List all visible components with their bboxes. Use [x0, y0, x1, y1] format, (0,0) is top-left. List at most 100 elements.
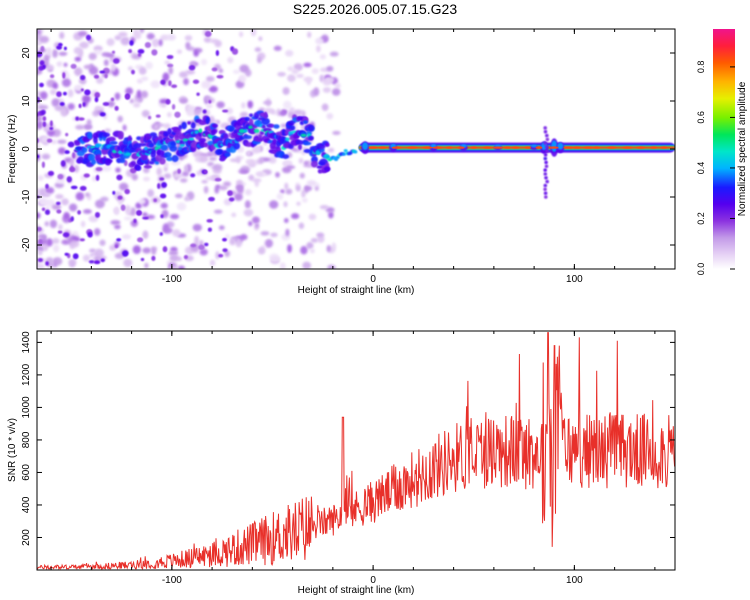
spectrogram-cell — [68, 166, 76, 173]
spectrogram-cell — [115, 167, 121, 173]
spectrogram-cell — [551, 140, 558, 152]
spectrogram-cell — [284, 182, 289, 190]
spectrogram-cell — [543, 126, 547, 130]
spectrogram-cell — [117, 195, 123, 200]
spectrogram-cell — [75, 191, 85, 201]
spectrogram-cell — [283, 201, 288, 208]
spectrogram-cell — [545, 133, 549, 138]
spectrogram-cell — [279, 262, 286, 269]
spectrogram-cell — [316, 232, 325, 238]
spectrogram-cell — [224, 152, 231, 157]
spectrogram-cell — [56, 61, 63, 67]
spectrogram-cell — [203, 185, 209, 194]
spectrogram-cell — [140, 154, 148, 161]
spectrogram-cell — [73, 46, 83, 55]
spectrogram-cell — [77, 210, 82, 215]
spectrogram-cell — [62, 91, 67, 96]
spectrogram-cell — [205, 176, 216, 181]
spectrogram-cell — [94, 96, 99, 103]
spectrogram-cell — [291, 68, 299, 75]
spectrogram-cell — [45, 261, 49, 266]
spectrogram-cell — [194, 235, 200, 245]
spectrogram-cell — [329, 51, 339, 57]
spectrogram-cell — [42, 121, 47, 128]
colorbar: 0.0 0.2 0.4 0.6 0.8 Normalized spectral ampl… — [696, 29, 748, 275]
spectrogram-cell — [68, 203, 78, 212]
spectrogram-cell — [268, 156, 277, 164]
spectrogram-cell — [93, 45, 103, 52]
spectrogram-cell — [184, 35, 193, 41]
spectrogram-cell — [41, 161, 45, 168]
spectrogram-cell — [273, 45, 282, 51]
spectrogram-cell — [229, 238, 236, 246]
spectrogram-cell — [326, 112, 334, 120]
spectrogram-cell — [257, 247, 265, 255]
snr-y-tick-label: 1200 — [21, 363, 32, 386]
spectrogram-cell — [135, 202, 142, 209]
spectrogram-cell — [37, 144, 41, 153]
spectrogram-cell — [56, 91, 62, 98]
spectrogram-cell — [87, 231, 93, 238]
spectrogram-cell — [260, 231, 270, 236]
spectrogram-cell — [342, 152, 347, 156]
spectrogram-cell — [62, 232, 70, 238]
spectrogram-cell — [83, 64, 92, 70]
spectrogram-cell — [42, 154, 50, 159]
spectrogram-cell — [482, 146, 492, 149]
spectrogram-cell — [46, 138, 53, 143]
spectrogram-cell — [51, 204, 62, 210]
spectrogram-cell — [120, 204, 126, 211]
spectrogram-cell — [545, 145, 549, 149]
spectrogram-x-tick-label: 0 — [370, 274, 376, 285]
spectrogram-cell — [173, 173, 184, 179]
spectrogram-cell — [198, 244, 205, 251]
spectrogram-cell — [262, 100, 272, 105]
spectrogram-cell — [123, 216, 133, 221]
spectrogram-cell — [37, 51, 43, 58]
spectrogram-cell — [80, 220, 86, 228]
spectrogram-cell — [40, 109, 46, 115]
spectrogram-cell — [142, 212, 148, 217]
spectrogram-cell — [39, 197, 48, 206]
spectrogram-cell — [95, 149, 103, 156]
spectrogram-cell — [248, 113, 254, 118]
spectrogram-cell — [111, 50, 116, 54]
spectrogram-cell — [157, 183, 161, 189]
spectrogram-cell — [183, 78, 189, 86]
spectrogram-cell — [343, 149, 348, 153]
spectrogram-cell — [301, 197, 308, 203]
spectrogram-cell — [53, 244, 60, 253]
spectrogram-cell — [156, 167, 163, 176]
spectrogram-cell — [225, 233, 230, 240]
spectrogram-cell — [99, 239, 106, 246]
spectrogram-cell — [203, 142, 209, 148]
spectrogram-cell — [159, 157, 166, 165]
spectrogram-cell — [117, 115, 123, 123]
spectrogram-cell — [131, 173, 138, 181]
spectrogram-cell — [296, 201, 301, 206]
spectrogram-cell — [70, 63, 77, 69]
spectrogram-cell — [543, 187, 547, 192]
spectrogram-cell — [154, 160, 160, 165]
spectrogram-cell — [218, 253, 224, 258]
spectrogram-cell — [353, 150, 358, 154]
spectrogram-cell — [332, 130, 341, 135]
spectrogram-cell — [307, 31, 312, 38]
spectrogram-cell — [303, 62, 312, 68]
spectrogram-cell — [248, 221, 253, 227]
spectrogram-cell — [62, 72, 66, 79]
spectrogram-cell — [298, 157, 304, 164]
spectrogram-cell — [244, 189, 252, 196]
spectrogram-cell — [204, 242, 209, 247]
spectrogram-cell — [46, 47, 52, 56]
spectrogram-cell — [263, 111, 268, 120]
spectrogram-cell — [543, 172, 548, 176]
spectrogram-cell — [161, 181, 168, 188]
spectrogram-cell — [158, 135, 163, 141]
spectrogram-cell — [190, 243, 197, 248]
spectrogram-cell — [120, 36, 130, 46]
spectrogram-cell — [324, 142, 330, 148]
spectrogram-cell — [203, 36, 212, 43]
spectrogram-cell — [95, 174, 100, 181]
